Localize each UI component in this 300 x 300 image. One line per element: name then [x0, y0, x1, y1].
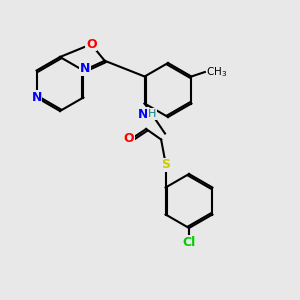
Text: H: H: [148, 109, 156, 119]
Text: O: O: [124, 131, 134, 145]
Text: O: O: [86, 38, 97, 51]
Text: S: S: [161, 158, 170, 172]
Text: Cl: Cl: [182, 236, 196, 249]
Text: N: N: [138, 107, 148, 121]
Text: N: N: [32, 91, 42, 104]
Text: CH$_3$: CH$_3$: [206, 65, 228, 79]
Text: N: N: [80, 62, 90, 76]
